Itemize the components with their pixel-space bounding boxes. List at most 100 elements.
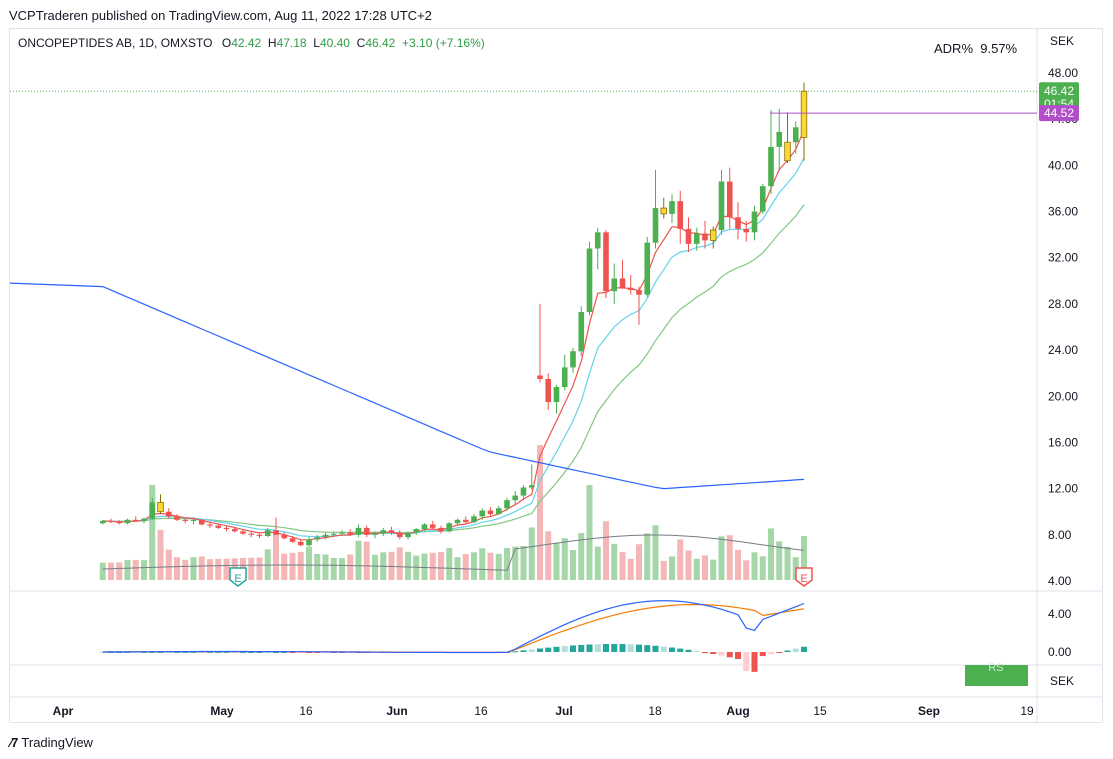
candle-body [190,519,197,521]
volume-bar [108,562,114,580]
volume-bar [776,541,783,580]
level-price-label: 44.52 [1044,106,1074,120]
macd-histogram-bar [603,644,609,652]
last-price-badge [1039,82,1079,113]
x-tick-label: 15 [813,704,827,718]
candle-body [644,242,651,295]
candle-body [198,519,205,525]
macd-histogram-bar [685,649,692,652]
volume-bar [281,553,288,580]
volume-bar [685,550,692,580]
earnings-marker-icon [795,567,813,587]
candle-body [363,527,370,535]
currency-label: SEK [1050,34,1075,48]
candle-body [652,208,659,243]
candle-body [792,127,799,143]
x-tick-label: Sep [918,704,940,718]
tradingview-logo-icon: ⁄7 [10,735,18,750]
volume-bar [438,552,444,580]
candle-body [718,181,725,231]
macd-histogram-bar [99,652,106,653]
candle-body [429,524,436,528]
volume-bar [405,551,411,580]
candle-body [751,211,758,233]
macd-histogram-bar [157,651,164,653]
y-tick-label: 12.00 [1048,482,1078,496]
macd-tick-label: 4.00 [1048,607,1072,621]
volume-bar [718,536,725,580]
volume-bar [504,548,510,580]
candle-body [446,523,453,532]
candle-body [726,181,733,218]
x-tick-label: 19 [1020,704,1034,718]
macd-histogram-bar [289,652,296,653]
candle-body [504,500,510,509]
volume-bar [710,559,717,580]
candle-body [702,233,708,241]
candle-body [372,533,378,535]
macd-histogram-bar [512,651,519,653]
candle-body [586,248,593,312]
macd-histogram-bar [264,651,271,653]
candle-body [207,524,213,526]
volume-bar [462,554,469,580]
volume-bar [339,558,345,580]
volume-bar [207,559,213,580]
volume-bar [784,546,791,580]
candle-body [347,532,354,535]
candle-body [784,141,791,162]
high-label: H [267,36,277,50]
symbol-legend: ONCOPEPTIDES AB, 1D, OMXSTO O42.42 H47.1… [18,36,485,50]
level-price-badge [1039,105,1079,122]
candle-body [264,530,271,536]
volume-bar [512,546,519,580]
candle-body [669,201,675,214]
candle-body [462,519,469,523]
x-tick-label: 18 [648,704,662,718]
volume-bar [355,540,362,580]
last-price-label: 46.42 [1044,84,1074,98]
candle-body [735,217,741,229]
volume-bar [487,552,494,580]
y-tick-label: 32.00 [1048,251,1078,265]
adr-label: ADR% [934,41,974,56]
x-tick-label: 16 [474,704,488,718]
volume-bar [116,562,123,580]
candle-body [157,502,164,513]
candle-body [405,532,411,538]
volume-bar [801,536,807,580]
volume-bar [520,546,527,580]
macd-histogram-bar [231,651,238,653]
candle-body [759,186,766,212]
macd-histogram-bar [553,646,560,652]
macd-histogram-bar [586,644,593,652]
candle-body [273,530,279,535]
volume-bar [314,554,321,580]
volume-bar [388,551,395,580]
volume-bar [759,556,766,580]
volume-bar [190,557,197,580]
volume-bar [603,521,609,580]
macd-histogram-bar [537,648,543,652]
close-value: 46.42 [365,36,396,50]
volume-bar [256,557,263,580]
macd-histogram-bar [619,644,626,652]
y-tick-label: 40.00 [1048,158,1078,172]
y-tick-label: 8.00 [1048,528,1072,542]
macd-histogram-bar [636,644,642,652]
volume-bar [578,533,585,580]
volume-bar [702,555,708,580]
macd-histogram-bar [611,643,618,652]
candle-body [545,378,552,403]
earnings-marker-icon [229,567,247,587]
volume-bar [693,558,700,580]
volume-bar [528,527,535,580]
volume-bar [471,552,477,580]
candle-body [570,351,576,368]
candle-body [520,487,527,496]
candle-body [438,527,444,532]
volume-bar [743,560,750,580]
tradingview-brand[interactable]: ⁄7 TradingView [10,735,93,750]
candle-body [306,539,312,546]
